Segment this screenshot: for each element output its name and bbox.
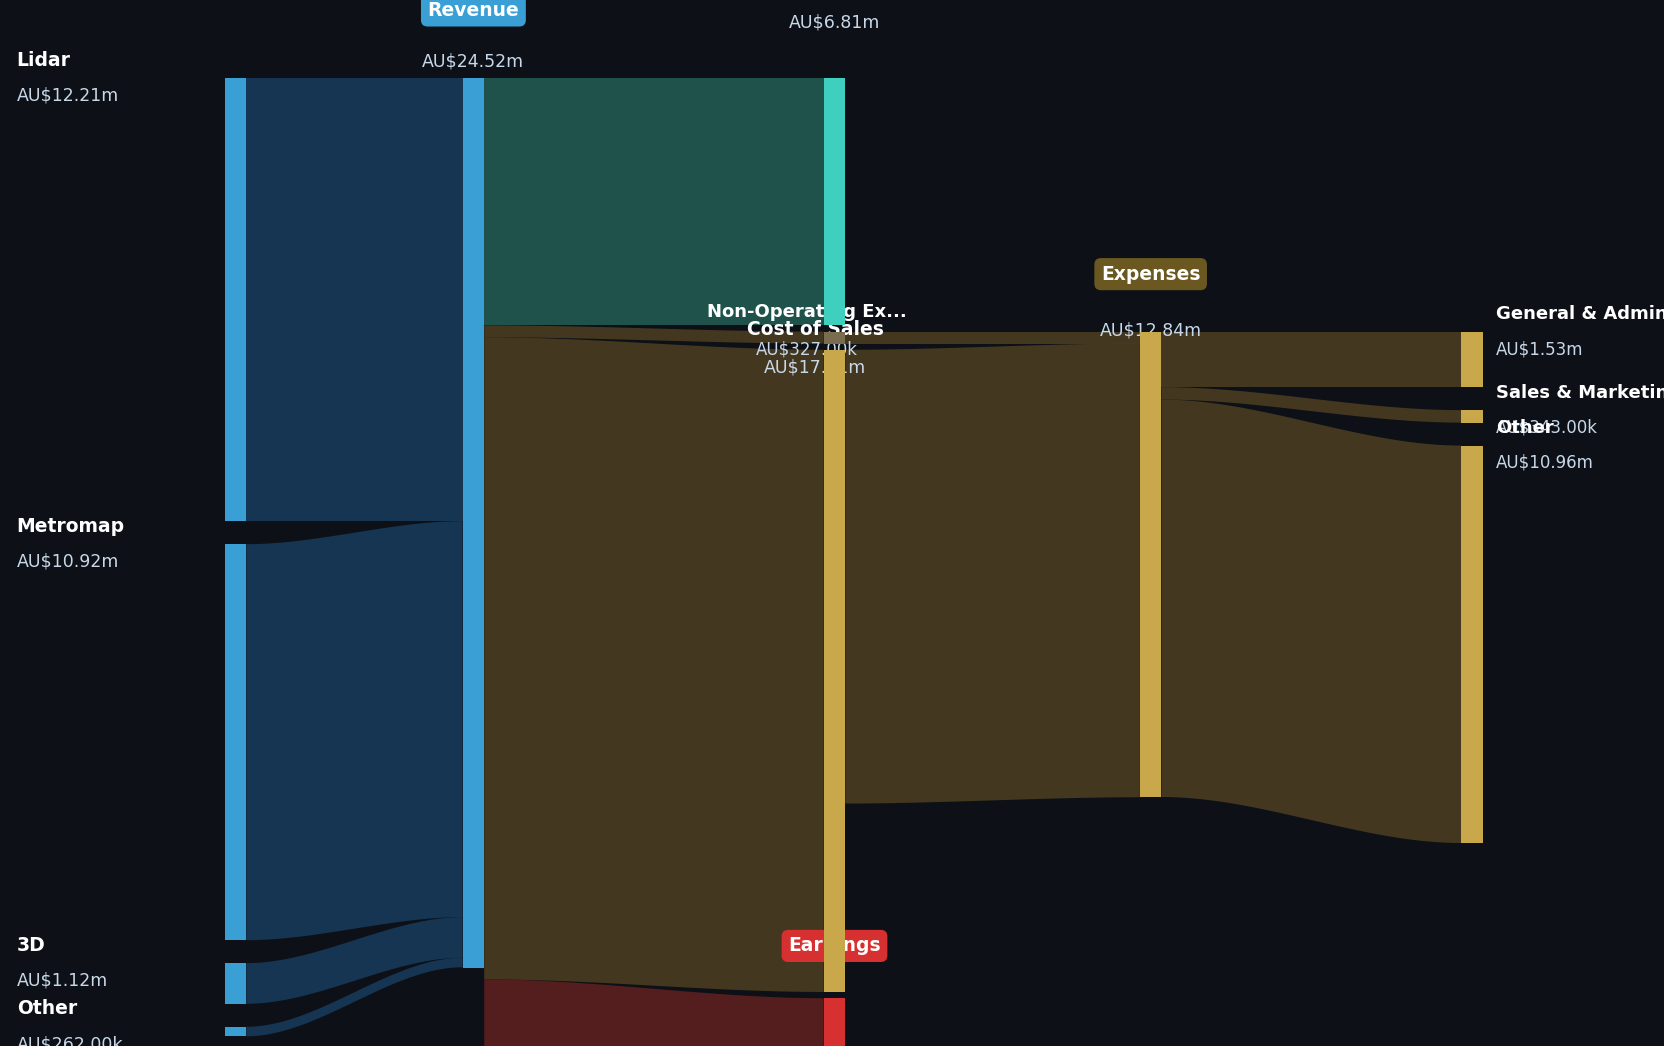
Text: Lidar: Lidar — [17, 51, 70, 70]
Bar — [824, 332, 845, 343]
Text: AU$10.96m: AU$10.96m — [1496, 454, 1594, 472]
Bar — [1461, 446, 1483, 843]
Polygon shape — [246, 917, 463, 1004]
Polygon shape — [1161, 400, 1461, 843]
Text: AU$327.00k: AU$327.00k — [755, 340, 859, 358]
Text: Sales & Marketin...: Sales & Marketin... — [1496, 384, 1664, 402]
Text: AU$24.52m: AU$24.52m — [423, 52, 524, 70]
Polygon shape — [484, 979, 824, 1046]
Polygon shape — [484, 325, 824, 343]
Bar — [824, 998, 845, 1046]
Text: Earnings: Earnings — [789, 936, 880, 955]
Bar — [824, 78, 845, 325]
Bar — [824, 349, 845, 992]
Text: AU$262.00k: AU$262.00k — [17, 1036, 123, 1046]
Polygon shape — [845, 343, 1140, 803]
Text: AU$10.92m: AU$10.92m — [17, 552, 120, 570]
Polygon shape — [246, 78, 463, 521]
Bar — [225, 1027, 246, 1037]
Text: AU$12.84m: AU$12.84m — [1100, 321, 1201, 339]
Text: AU$6.81m: AU$6.81m — [789, 14, 880, 31]
Bar — [225, 78, 246, 521]
Bar — [1461, 332, 1483, 387]
Text: AU$1.12m: AU$1.12m — [17, 972, 108, 990]
Text: 3D: 3D — [17, 936, 45, 955]
Bar — [1461, 410, 1483, 423]
Text: General & Admini...: General & Admini... — [1496, 305, 1664, 323]
Bar — [225, 544, 246, 940]
Polygon shape — [1161, 332, 1461, 387]
Bar — [1140, 332, 1161, 797]
Text: AU$343.00k: AU$343.00k — [1496, 418, 1597, 436]
Bar — [225, 963, 246, 1004]
Polygon shape — [1161, 387, 1461, 423]
Text: AU$17.71m: AU$17.71m — [764, 358, 867, 377]
Text: Revenue: Revenue — [428, 1, 519, 20]
Text: AU$1.53m: AU$1.53m — [1496, 340, 1584, 358]
Text: Non-Operating Ex...: Non-Operating Ex... — [707, 303, 907, 321]
Bar — [463, 78, 484, 968]
Text: Metromap: Metromap — [17, 517, 125, 536]
Text: Other: Other — [17, 999, 77, 1019]
Text: AU$12.21m: AU$12.21m — [17, 87, 118, 105]
Text: Other: Other — [1496, 419, 1554, 437]
Polygon shape — [484, 337, 824, 992]
Polygon shape — [845, 332, 1140, 343]
Polygon shape — [246, 958, 463, 1037]
Text: Expenses: Expenses — [1102, 265, 1200, 283]
Text: Cost of Sales: Cost of Sales — [747, 320, 884, 339]
Polygon shape — [246, 521, 463, 940]
Polygon shape — [484, 78, 824, 325]
